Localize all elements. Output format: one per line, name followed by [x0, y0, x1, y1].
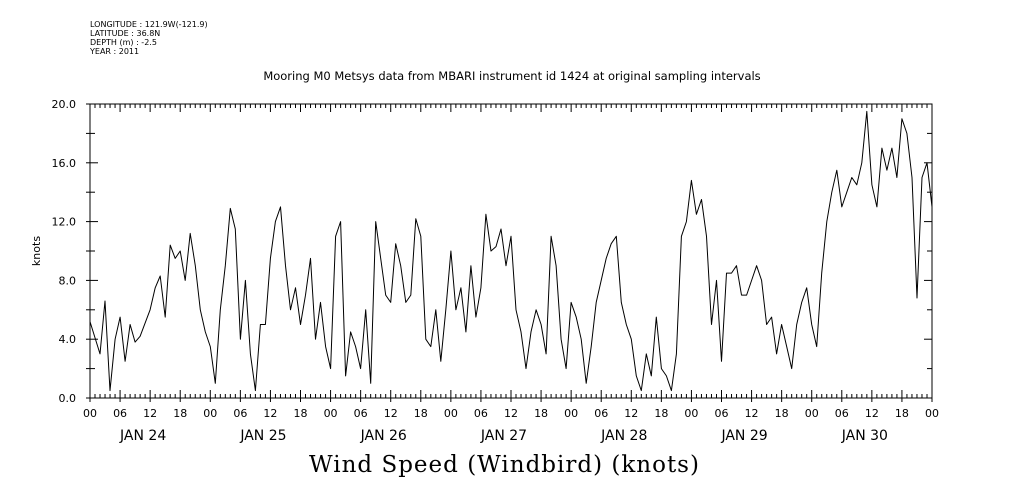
day-label: JAN 27 — [480, 428, 527, 444]
depth-text: DEPTH (m) : -2.5 — [90, 38, 157, 47]
x-tick-label: 18 — [294, 407, 308, 420]
day-label: JAN 26 — [360, 428, 407, 444]
day-label: JAN 25 — [239, 428, 286, 444]
plot-frame — [89, 103, 933, 399]
y-tick-label: 4.0 — [59, 333, 77, 346]
x-tick-label: 00 — [805, 407, 819, 420]
day-label: JAN 29 — [720, 428, 767, 444]
x-tick-label: 18 — [173, 407, 187, 420]
y-tick-label: 20.0 — [52, 98, 77, 111]
axis-tick-labels: 0.0 4.0 8.0 12.0 16.0 20.0 00 06 12 18 00 06 12 18 00 0… — [52, 98, 940, 444]
y-tick-label: 0.0 — [59, 392, 77, 405]
longitude-text: LONGITUDE : 121.9W(-121.9) — [90, 20, 208, 29]
x-tick-label: 12 — [504, 407, 518, 420]
x-tick-label: 18 — [414, 407, 428, 420]
x-tick-label: 06 — [594, 407, 608, 420]
x-tick-label: 18 — [895, 407, 909, 420]
x-tick-label: 18 — [654, 407, 668, 420]
variable-title: Wind Speed (Windbird) (knots) — [309, 452, 700, 478]
series-group — [89, 110, 933, 392]
x-tick-label: 00 — [83, 407, 97, 420]
day-label: JAN 24 — [119, 428, 166, 444]
day-label: JAN 30 — [841, 428, 888, 444]
x-tick-label: 18 — [775, 407, 789, 420]
day-label: JAN 28 — [600, 428, 647, 444]
y-axis-label: knots — [30, 236, 43, 266]
y-tick-label: 12.0 — [52, 216, 77, 229]
x-tick-label: 12 — [745, 407, 759, 420]
axis-ticks — [86, 103, 933, 402]
series-line — [89, 110, 933, 392]
x-tick-label: 12 — [384, 407, 398, 420]
x-tick-label: 12 — [263, 407, 277, 420]
x-tick-label: 06 — [354, 407, 368, 420]
y-tick-label: 8.0 — [59, 274, 77, 287]
x-tick-label: 06 — [474, 407, 488, 420]
x-tick-label: 00 — [203, 407, 217, 420]
y-tick-label: 16.0 — [52, 157, 77, 170]
x-tick-label: 12 — [143, 407, 157, 420]
x-tick-label: 18 — [534, 407, 548, 420]
x-tick-label: 06 — [715, 407, 729, 420]
chart-title: Mooring M0 Metsys data from MBARI instru… — [263, 69, 760, 83]
x-tick-label: 06 — [113, 407, 127, 420]
x-tick-label: 00 — [684, 407, 698, 420]
metadata-block: LONGITUDE : 121.9W(-121.9) LATITUDE : 36… — [90, 20, 208, 56]
x-tick-label: 12 — [865, 407, 879, 420]
x-tick-label: 00 — [564, 407, 578, 420]
x-tick-label: 00 — [324, 407, 338, 420]
latitude-text: LATITUDE : 36.8N — [90, 29, 161, 38]
x-tick-label: 06 — [233, 407, 247, 420]
x-tick-label: 12 — [624, 407, 638, 420]
x-tick-label: 06 — [835, 407, 849, 420]
x-tick-label: 00 — [444, 407, 458, 420]
year-text: YEAR : 2011 — [90, 47, 140, 56]
x-tick-label: 00 — [925, 407, 939, 420]
